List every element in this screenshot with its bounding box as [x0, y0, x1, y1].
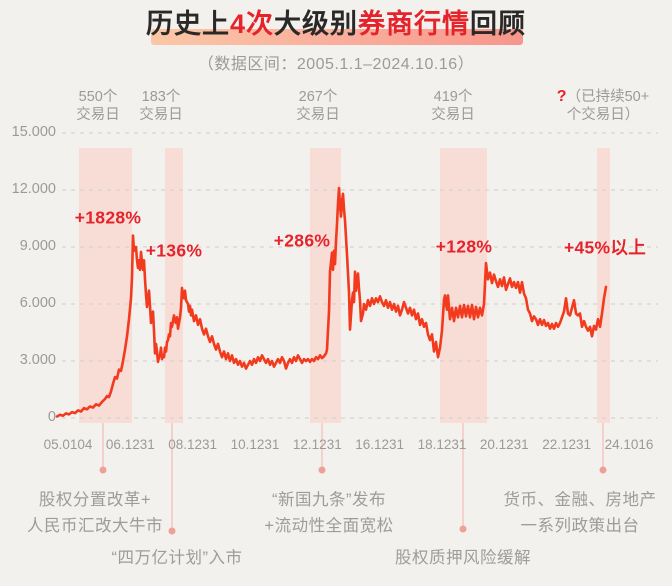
- trading-days-label: 419个 交易日: [431, 89, 475, 123]
- question-mark: ?: [556, 88, 567, 105]
- page-title: 历史上4次大级别券商行情回顾: [0, 9, 672, 40]
- trading-days-label: 267个 交易日: [296, 89, 340, 123]
- x-axis-label: 22.1231: [542, 437, 592, 452]
- event-annotation: “四万亿计划”入市: [111, 549, 243, 567]
- rally-gain-label: +136%: [145, 240, 203, 261]
- subtitle-date-range: （数据区间：2005.1.1–2024.10.16）: [197, 56, 475, 73]
- annotation-dot: [459, 525, 467, 533]
- rally-gain-label: +45%以上: [563, 237, 647, 258]
- x-axis-label: 24.1016: [604, 437, 654, 452]
- title-highlight-bar: [151, 29, 523, 45]
- trading-days-label: 550个 交易日: [76, 89, 120, 123]
- event-annotation: “新国九条”发布 +流动性全面宽松: [264, 491, 394, 535]
- trading-days-label: 183个 交易日: [139, 89, 183, 123]
- x-axis-label: 16.1231: [355, 437, 405, 452]
- rally-highlight-band: [79, 148, 132, 423]
- rally-highlight-band: [310, 148, 341, 423]
- y-axis-label: 3.000: [19, 352, 56, 368]
- y-axis-label: 9.000: [19, 238, 56, 254]
- title-part-red: 券商行情: [358, 9, 471, 39]
- header: 历史上4次大级别券商行情回顾: [0, 9, 672, 45]
- title-part: 历史上: [145, 9, 230, 39]
- annotation-dot: [99, 466, 107, 474]
- x-axis-label: 12.1231: [292, 437, 342, 452]
- annotation-dot: [599, 466, 607, 474]
- x-axis-label: 10.1231: [230, 437, 280, 452]
- rally-highlight-band: [597, 148, 610, 423]
- rally-gain-label: +128%: [435, 236, 493, 257]
- rally-highlight-band: [440, 148, 487, 423]
- title-part-red: 4次: [229, 9, 275, 39]
- trading-days-label: ?（已持续50+ 个交易日）: [556, 88, 650, 123]
- y-axis-label: 6.000: [19, 295, 56, 311]
- event-annotation: 货币、金融、房地产 一系列政策出台: [503, 491, 657, 535]
- title-part: 回顾: [470, 9, 527, 39]
- x-axis-label: 20.1231: [479, 437, 529, 452]
- x-axis-label: 18.1231: [417, 437, 467, 452]
- broker-index-series-line: [55, 186, 608, 418]
- x-axis-label: 08.1231: [168, 437, 218, 452]
- rally-gain-label: +286%: [273, 230, 331, 251]
- y-axis-label: 0: [47, 409, 56, 425]
- event-annotation: 股权分置改革+ 人民币汇改大牛市: [27, 491, 163, 535]
- y-axis-label: 15.000: [11, 124, 56, 140]
- x-axis-label: 05.0104: [43, 437, 93, 452]
- rally-gain-label: +1828%: [74, 207, 142, 228]
- annotation-dot: [318, 466, 326, 474]
- event-annotation: 股权质押风险缓解: [395, 549, 531, 567]
- y-axis-label: 12.000: [11, 181, 56, 197]
- rally-highlight-band: [165, 148, 183, 423]
- annotation-dot: [168, 527, 176, 535]
- x-axis-label: 06.1231: [105, 437, 155, 452]
- title-part: 大级别: [274, 9, 359, 39]
